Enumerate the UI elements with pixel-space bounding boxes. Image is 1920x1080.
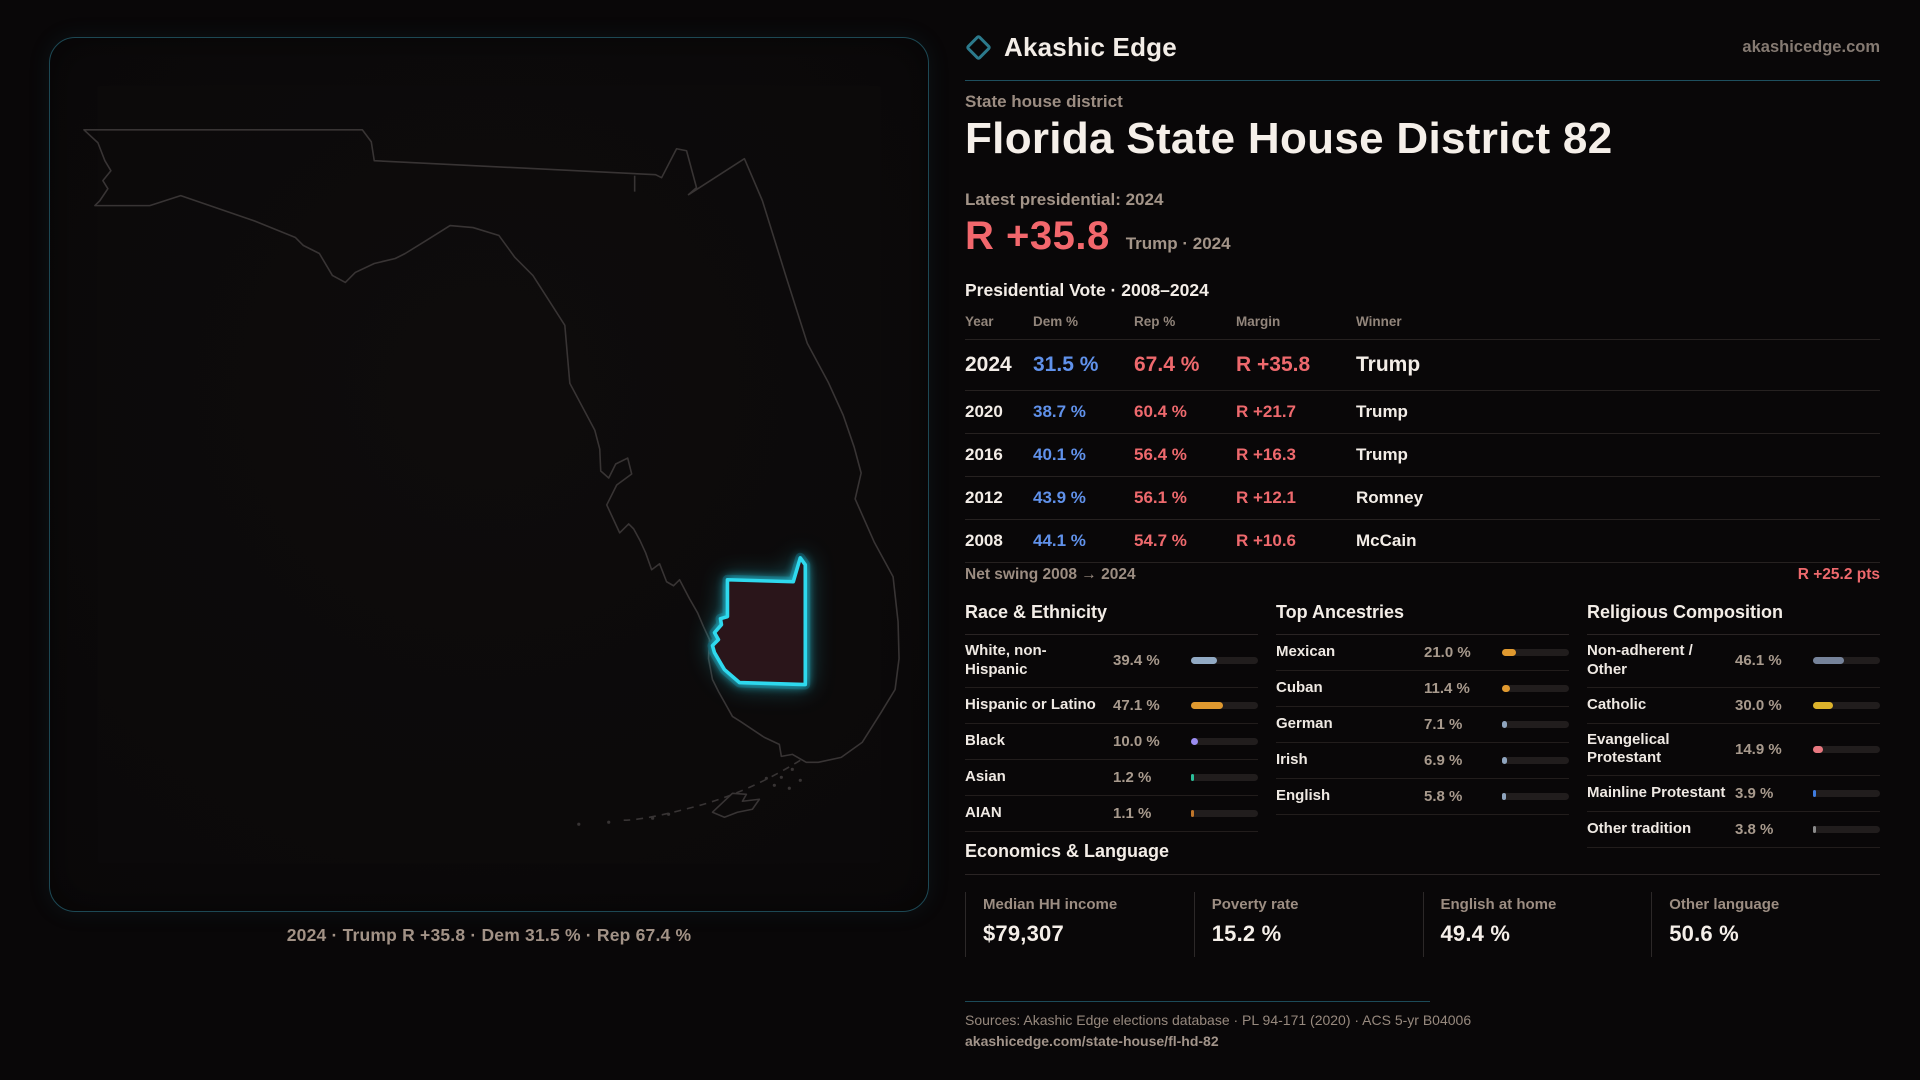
stat-card: Other language 50.6 %	[1651, 892, 1880, 957]
net-swing-value: R +25.2 pts	[1797, 566, 1880, 583]
header-divider	[965, 80, 1880, 81]
stat-card: Poverty rate 15.2 %	[1193, 892, 1423, 957]
demo-row: German 7.1 %	[1276, 707, 1569, 743]
economics-heading: Economics & Language	[965, 841, 1880, 875]
bar-track	[1813, 701, 1880, 709]
brand-site: akashicedge.com	[1742, 37, 1880, 56]
demo-row: Non-adherent / Other 46.1 %	[1587, 635, 1880, 688]
footer-divider	[965, 1001, 1430, 1002]
demo-row: Mainline Protestant 3.9 %	[1587, 776, 1880, 812]
brand-name: Akashic Edge	[1004, 31, 1177, 62]
table-row: 2012 43.9 % 56.1 % R +12.1 Romney	[965, 477, 1880, 520]
bar-fill	[1813, 790, 1816, 797]
florida-map	[83, 128, 900, 826]
col-winner: Winner	[1356, 314, 1402, 329]
sources-text: Sources: Akashic Edge elections database…	[965, 1012, 1472, 1028]
column-heading: Top Ancestries	[1276, 602, 1569, 635]
net-swing-label: Net swing 2008 → 2024	[965, 566, 1136, 583]
demo-row: Evangelical Protestant 14.9 %	[1587, 724, 1880, 776]
map-caption: 2024 · Trump R +35.8 · Dem 31.5 % · Rep …	[286, 925, 692, 945]
demo-row: White, non- Hispanic 39.4 %	[965, 635, 1258, 688]
bar-track	[1813, 745, 1880, 753]
bar-fill	[1502, 649, 1517, 656]
bar-fill	[1191, 701, 1223, 709]
bar-track	[1502, 685, 1569, 692]
demographics-section: Race & Ethnicity White, non- Hispanic 39…	[965, 602, 1880, 848]
headline-margin-row: R +35.8 Trump · 2024	[965, 214, 1231, 259]
bar-track	[1191, 701, 1258, 709]
table-title: Presidential Vote · 2008–2024	[965, 280, 1209, 300]
bar-fill	[1191, 809, 1194, 817]
header: Akashic Edge akashicedge.com	[965, 30, 1880, 64]
headline-sub: Trump · 2024	[1125, 234, 1231, 253]
bar-track	[1191, 737, 1258, 745]
col-rep: Rep %	[1134, 314, 1176, 329]
demo-row: English 5.8 %	[1276, 779, 1569, 815]
bar-track	[1502, 649, 1569, 656]
district-shape	[710, 556, 808, 687]
demo-row: Black 10.0 %	[965, 724, 1258, 760]
column-heading: Race & Ethnicity	[965, 602, 1258, 635]
bar-fill	[1813, 745, 1823, 753]
footer-url: akashicedge.com/state-house/fl-hd-82	[965, 1033, 1219, 1049]
bar-fill	[1191, 657, 1218, 665]
demo-row: Irish 6.9 %	[1276, 743, 1569, 779]
florida-state-outline	[83, 128, 900, 764]
demo-row: Other tradition 3.8 %	[1587, 812, 1880, 848]
eyebrow-label: State house district	[965, 92, 1123, 111]
religion-column: Religious Composition Non-adherent / Oth…	[1587, 602, 1880, 848]
bar-track	[1191, 809, 1258, 817]
net-swing-row: Net swing 2008 → 2024 R +25.2 pts	[965, 566, 1880, 584]
key-island	[711, 792, 761, 819]
stat-card: English at home 49.4 %	[1422, 892, 1652, 957]
demo-row: Asian 1.2 %	[965, 760, 1258, 796]
page-title: Florida State House District 82	[965, 114, 1613, 163]
bar-fill	[1502, 685, 1510, 692]
bar-fill	[1813, 701, 1834, 709]
demo-row: AIAN 1.1 %	[965, 796, 1258, 832]
district-map-panel	[49, 37, 929, 912]
ancestries-column: Top Ancestries Mexican 21.0 % Cuban 11.4…	[1276, 602, 1569, 848]
table-row: 2024 31.5 % 67.4 % R +35.8 Trump	[965, 340, 1880, 391]
latest-label: Latest presidential: 2024	[965, 190, 1164, 209]
bay-islets	[577, 767, 802, 826]
stat-card: Median HH income $79,307	[965, 892, 1194, 957]
column-heading: Religious Composition	[1587, 602, 1880, 635]
table-row: 2008 44.1 % 54.7 % R +10.6 McCain	[965, 520, 1880, 563]
florida-keys	[623, 759, 801, 822]
col-margin: Margin	[1236, 314, 1281, 329]
bar-track	[1502, 721, 1569, 728]
bar-track	[1191, 773, 1258, 781]
col-dem: Dem %	[1033, 314, 1079, 329]
brand-diamond-icon	[965, 33, 992, 61]
col-year: Year	[965, 314, 994, 329]
presidential-vote-table: Year Dem % Rep % Margin Winner 2024 31.5…	[965, 308, 1880, 563]
bar-track	[1813, 826, 1880, 833]
bar-fill	[1191, 773, 1194, 781]
bar-fill	[1502, 721, 1507, 728]
bar-track	[1191, 657, 1258, 665]
bar-fill	[1813, 826, 1816, 833]
highlighted-district[interactable]	[707, 552, 811, 690]
bar-track	[1502, 793, 1569, 800]
bar-fill	[1191, 737, 1198, 745]
report-panel: Akashic Edge akashicedge.com State house…	[965, 0, 1880, 1080]
table-row: 2016 40.1 % 56.4 % R +16.3 Trump	[965, 434, 1880, 477]
bar-fill	[1502, 793, 1506, 800]
economics-stats: Median HH income $79,307 Poverty rate 15…	[965, 892, 1880, 957]
bar-fill	[1502, 757, 1507, 764]
bar-track	[1813, 790, 1880, 797]
bar-track	[1813, 657, 1880, 665]
headline-margin: R +35.8	[965, 214, 1110, 258]
demo-row: Cuban 11.4 %	[1276, 671, 1569, 707]
demo-row: Mexican 21.0 %	[1276, 635, 1569, 671]
bar-fill	[1813, 657, 1844, 665]
table-header-row: Year Dem % Rep % Margin Winner	[965, 308, 1880, 340]
race-ethnicity-column: Race & Ethnicity White, non- Hispanic 39…	[965, 602, 1258, 848]
bar-track	[1502, 757, 1569, 764]
demo-row: Catholic 30.0 %	[1587, 688, 1880, 724]
demo-row: Hispanic or Latino 47.1 %	[965, 688, 1258, 724]
table-row: 2020 38.7 % 60.4 % R +21.7 Trump	[965, 391, 1880, 434]
